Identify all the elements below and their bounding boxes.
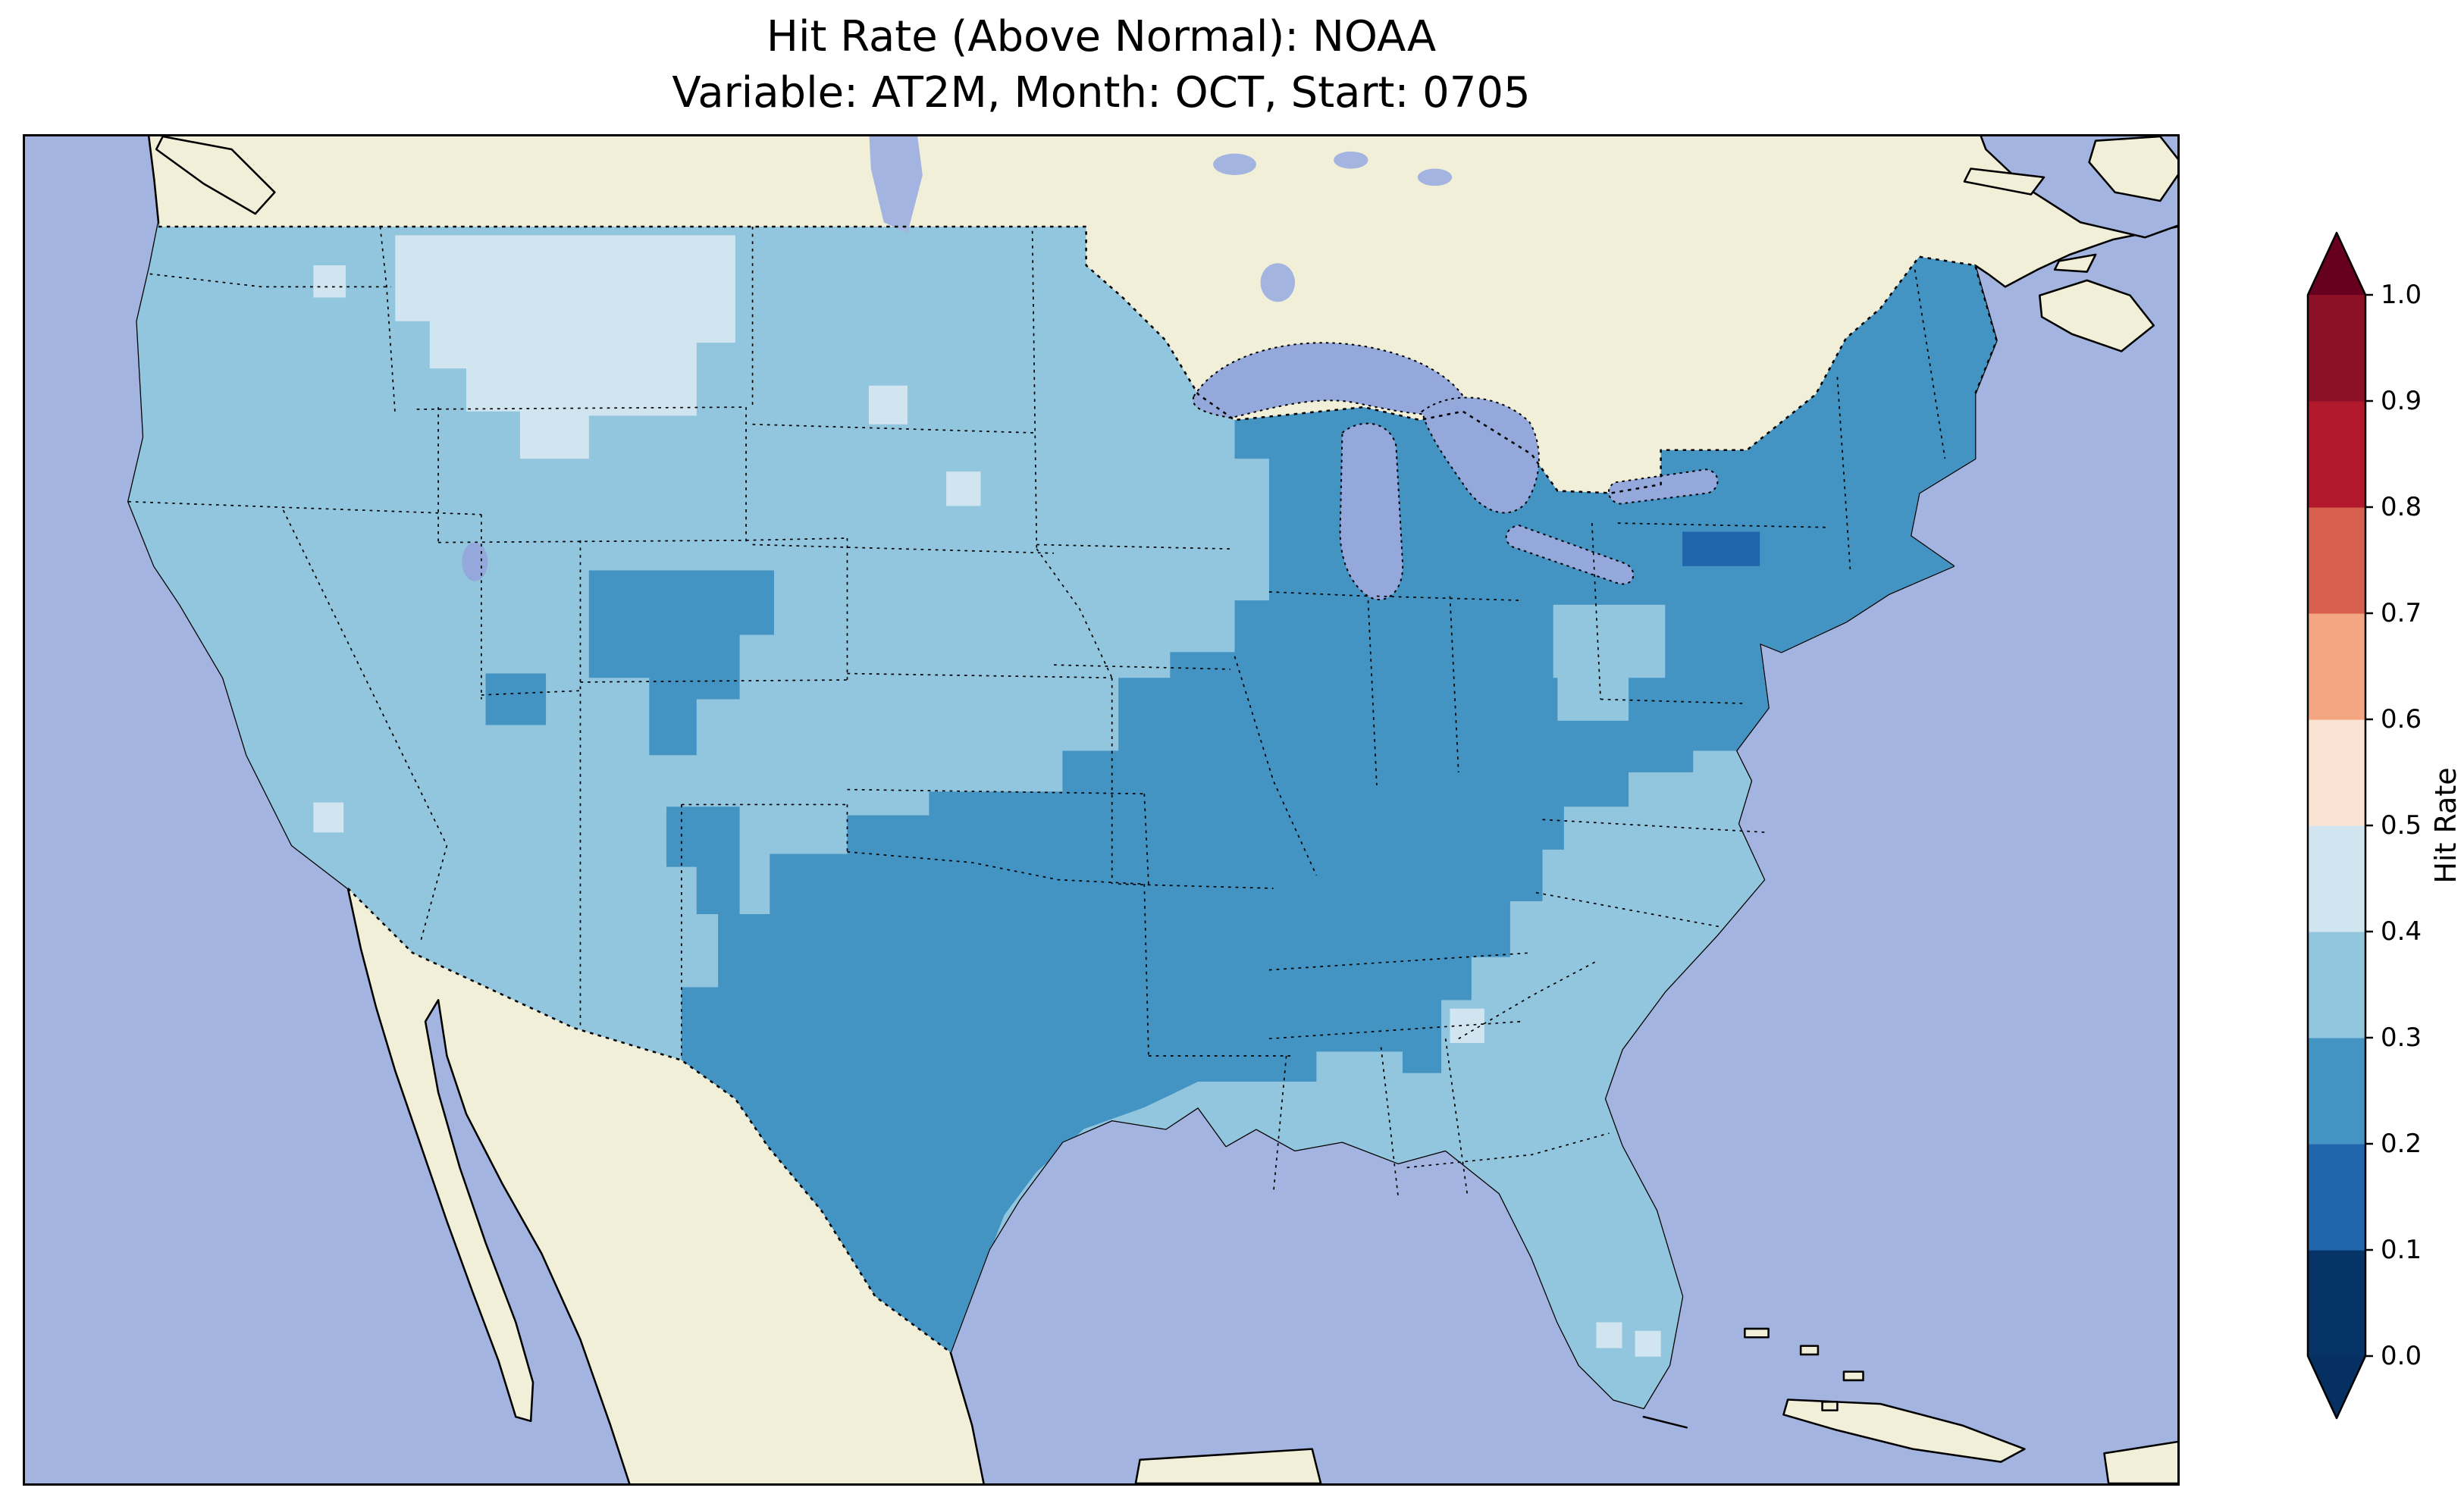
great-salt-lake xyxy=(462,542,488,581)
title-line-2: Variable: AT2M, Month: OCT, Start: 0705 xyxy=(672,67,1531,117)
colorbar-tick-label: 0.8 xyxy=(2381,492,2422,522)
bahamas xyxy=(1744,1327,1770,1339)
colorbar-segment xyxy=(2308,1038,2365,1145)
state-borders xyxy=(128,226,1946,1198)
lake-huron xyxy=(1421,396,1540,514)
anticosti-island xyxy=(1963,168,2045,196)
newfoundland-island xyxy=(2088,136,2177,202)
cuba xyxy=(1782,1398,2026,1463)
colorbar-segment xyxy=(2308,295,2365,402)
hit-rate-patch-0.1-0.2-pennsylvania xyxy=(1682,531,1760,566)
colorbar-tick-label: 1.0 xyxy=(2381,280,2422,310)
us-canada-border xyxy=(158,225,1998,494)
colorbar-tick-label: 0.5 xyxy=(2381,810,2422,841)
islands xyxy=(1134,1327,2177,1483)
bahamas xyxy=(1821,1401,1839,1411)
title-line-1: Hit Rate (Above Normal): NOAA xyxy=(766,12,1437,61)
lake-superior xyxy=(1192,342,1471,419)
florida-keys xyxy=(1642,1415,1688,1429)
national-borders xyxy=(158,225,1998,1354)
bahamas xyxy=(1842,1370,1864,1382)
colorbar-label: Hit Rate xyxy=(2429,767,2462,884)
colorbar-tick-label: 0.2 xyxy=(2381,1129,2422,1159)
figure-title: Hit Rate (Above Normal): NOAA Variable: … xyxy=(23,9,2180,121)
colorbar-segment xyxy=(2308,507,2365,614)
lake-nipigon xyxy=(1260,263,1296,302)
prince-edward-island xyxy=(2053,253,2097,273)
colorbar-tick-label: 0.1 xyxy=(2381,1235,2422,1265)
colorbar-tick-label: 0.9 xyxy=(2381,386,2422,416)
lake-ontario xyxy=(1608,468,1719,505)
nova-scotia xyxy=(2039,279,2155,352)
colorbar-extend-over xyxy=(2308,233,2365,295)
yucatan xyxy=(1134,1448,1322,1483)
lake-michigan xyxy=(1339,422,1403,601)
colorbar: 0.0 0.1 0.2 0.3 0.4 0.5 0.6 0.7 0.8 0.9 1.0 xyxy=(2302,225,2464,1468)
us-mexico-border xyxy=(346,888,951,1354)
map-panel xyxy=(23,134,2180,1486)
canadian-lake xyxy=(1334,151,1368,169)
hit-rate-patches-0.4-0.5 xyxy=(313,235,1661,1357)
us-hit-rate-map xyxy=(25,136,2177,1483)
lake-erie xyxy=(1505,524,1635,585)
colorbar-tick-label: 0.4 xyxy=(2381,916,2422,947)
colorbar-segment xyxy=(2308,719,2365,826)
colorbar-tick-label: 0.3 xyxy=(2381,1023,2422,1053)
hit-rate-patches-0.2-0.3 xyxy=(485,256,1997,1353)
northeast-canada-coast xyxy=(155,136,2177,352)
colorbar-segment xyxy=(2308,613,2365,720)
colorbar-segment xyxy=(2308,401,2365,508)
great-lakes xyxy=(462,136,1719,601)
colorbar-segment xyxy=(2308,1144,2365,1251)
colorbar-segment xyxy=(2308,825,2365,932)
lake-winnipeg xyxy=(869,136,923,233)
hispaniola xyxy=(2103,1440,2177,1483)
colorbar-segment xyxy=(2308,1250,2365,1357)
colorbar-svg: 0.0 0.1 0.2 0.3 0.4 0.5 0.6 0.7 0.8 0.9 1.0 xyxy=(2306,231,2422,1420)
bahamas xyxy=(1799,1345,1820,1356)
colorbar-extend-under xyxy=(2308,1356,2365,1418)
canadian-lake xyxy=(1213,153,1256,176)
colorbar-tick-label: 0.0 xyxy=(2381,1341,2422,1371)
hit-rate-patch-ohio-light-hole xyxy=(1553,604,1666,721)
vancouver-island xyxy=(155,136,276,215)
colorbar-tick-label: 0.7 xyxy=(2381,598,2422,628)
colorbar-tick-label: 0.6 xyxy=(2381,704,2422,734)
canadian-lake xyxy=(1417,168,1453,186)
colorbar-segment xyxy=(2308,932,2365,1038)
